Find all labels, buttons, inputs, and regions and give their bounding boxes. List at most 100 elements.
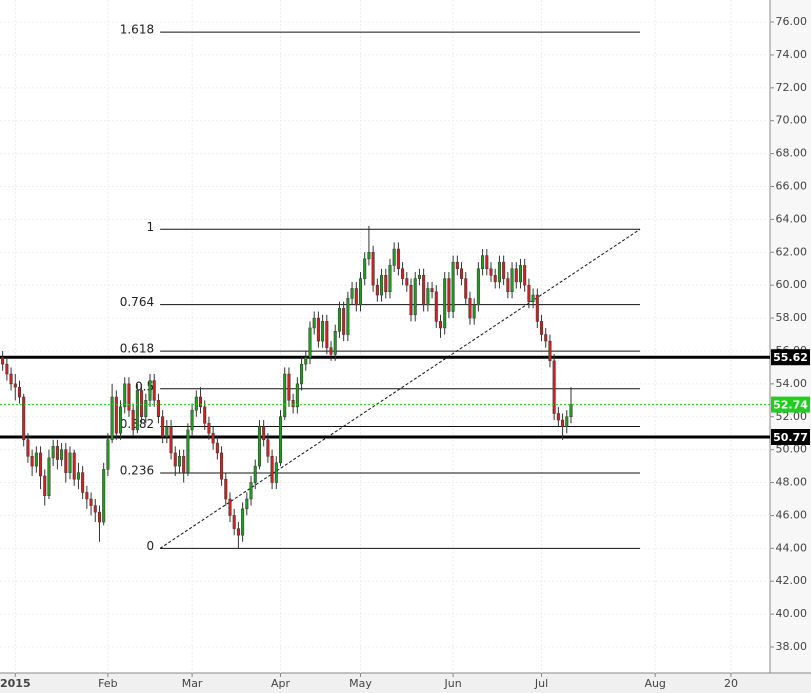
candle-body — [392, 248, 396, 266]
y-tick-label: 70.00 — [776, 114, 808, 127]
candle-body — [266, 439, 270, 457]
candle-body — [262, 426, 266, 441]
candle-body — [64, 449, 68, 473]
candle-body — [123, 383, 127, 408]
x-tick-label: May — [349, 677, 372, 690]
grid — [0, 0, 770, 673]
candle-body — [493, 275, 497, 283]
candle-body — [556, 413, 560, 421]
x-tick-label: Jul — [534, 677, 548, 690]
candle-body — [127, 383, 131, 411]
candle-body — [76, 472, 80, 480]
y-tick-label: 74.00 — [776, 48, 808, 61]
candle-body — [89, 498, 93, 506]
candle-body — [388, 265, 392, 293]
fib-label: 0.236 — [120, 464, 154, 478]
candle-body — [278, 416, 283, 464]
candle-body — [312, 317, 316, 329]
candle-body — [245, 498, 249, 510]
candle-body — [544, 334, 548, 342]
fib-label: 1.618 — [120, 23, 154, 37]
candle-body — [426, 288, 430, 306]
candle-body — [304, 357, 308, 365]
y-tick-label: 60.00 — [776, 278, 808, 291]
y-tick-label: 50.00 — [776, 443, 808, 456]
candle-body — [514, 268, 518, 283]
x-tick-label: 2015 — [0, 677, 31, 690]
candle-body — [173, 452, 177, 467]
candle-body — [358, 278, 363, 306]
candle-body — [257, 426, 261, 467]
candle-body — [540, 321, 544, 335]
candle-body — [308, 327, 312, 358]
candle-body — [161, 416, 165, 437]
candle-body — [169, 426, 173, 454]
candle-body — [199, 396, 203, 408]
x-tick-label: Mar — [182, 677, 203, 690]
candle-body — [5, 363, 9, 375]
x-tick-label: Jun — [444, 677, 462, 690]
candle-body — [371, 252, 375, 286]
candle-body — [346, 298, 350, 335]
candle-body — [156, 400, 160, 418]
level-label-box — [771, 349, 810, 366]
candle-body — [384, 275, 388, 293]
candle-body — [396, 248, 400, 269]
candle-body — [148, 380, 152, 401]
candle-body — [430, 288, 434, 293]
candle-body — [34, 452, 38, 467]
candle-body — [531, 294, 535, 302]
candle-body — [468, 298, 472, 319]
candle-body — [224, 479, 228, 500]
candle-body — [333, 330, 337, 355]
y-tick-label: 62.00 — [776, 245, 808, 258]
candle-body — [232, 515, 236, 529]
candle-body — [51, 446, 55, 459]
candle-body — [194, 396, 198, 411]
candle-body — [380, 275, 384, 296]
candle-body — [535, 294, 539, 322]
candle-body — [518, 265, 522, 283]
candle-body — [405, 278, 409, 286]
candle-body — [85, 492, 89, 500]
candle-body — [39, 452, 43, 477]
candle-body — [375, 284, 379, 296]
candle-body — [1, 357, 5, 365]
level-label: 55.62 — [773, 351, 808, 364]
fib-label: 0 — [146, 539, 154, 553]
candle-body — [55, 446, 59, 460]
candle-body — [527, 284, 531, 302]
candle-body — [140, 390, 144, 418]
candle-body — [506, 278, 510, 293]
candle-body — [110, 396, 114, 441]
candle-body — [422, 275, 426, 306]
fib-label: 0.764 — [120, 295, 154, 309]
x-tick-label: Aug — [644, 677, 665, 690]
candle-body — [47, 457, 51, 496]
y-tick-label: 58.00 — [776, 311, 808, 324]
y-tick-label: 68.00 — [776, 147, 808, 160]
candle-body — [497, 261, 501, 283]
y-tick-label: 40.00 — [776, 607, 808, 620]
candle-body — [316, 317, 320, 342]
trend-line — [159, 228, 641, 549]
candle-body — [274, 462, 278, 483]
candle-body — [552, 360, 556, 414]
y-tick-label: 54.00 — [776, 377, 808, 390]
y-tick-label: 46.00 — [776, 508, 808, 521]
candle-body — [220, 452, 224, 480]
candle-body — [325, 321, 329, 348]
candle-body — [207, 423, 211, 434]
candle-body — [569, 404, 573, 418]
candle-body — [186, 429, 190, 473]
candle-body — [548, 340, 552, 362]
candle-body — [363, 258, 367, 279]
candle-body — [68, 452, 72, 473]
x-tick-label: Apr — [271, 677, 291, 690]
candle-body — [481, 255, 485, 269]
candle-body — [253, 465, 257, 483]
candle-body — [565, 416, 569, 427]
candle-body — [215, 442, 219, 454]
y-tick-label: 64.00 — [776, 212, 808, 225]
